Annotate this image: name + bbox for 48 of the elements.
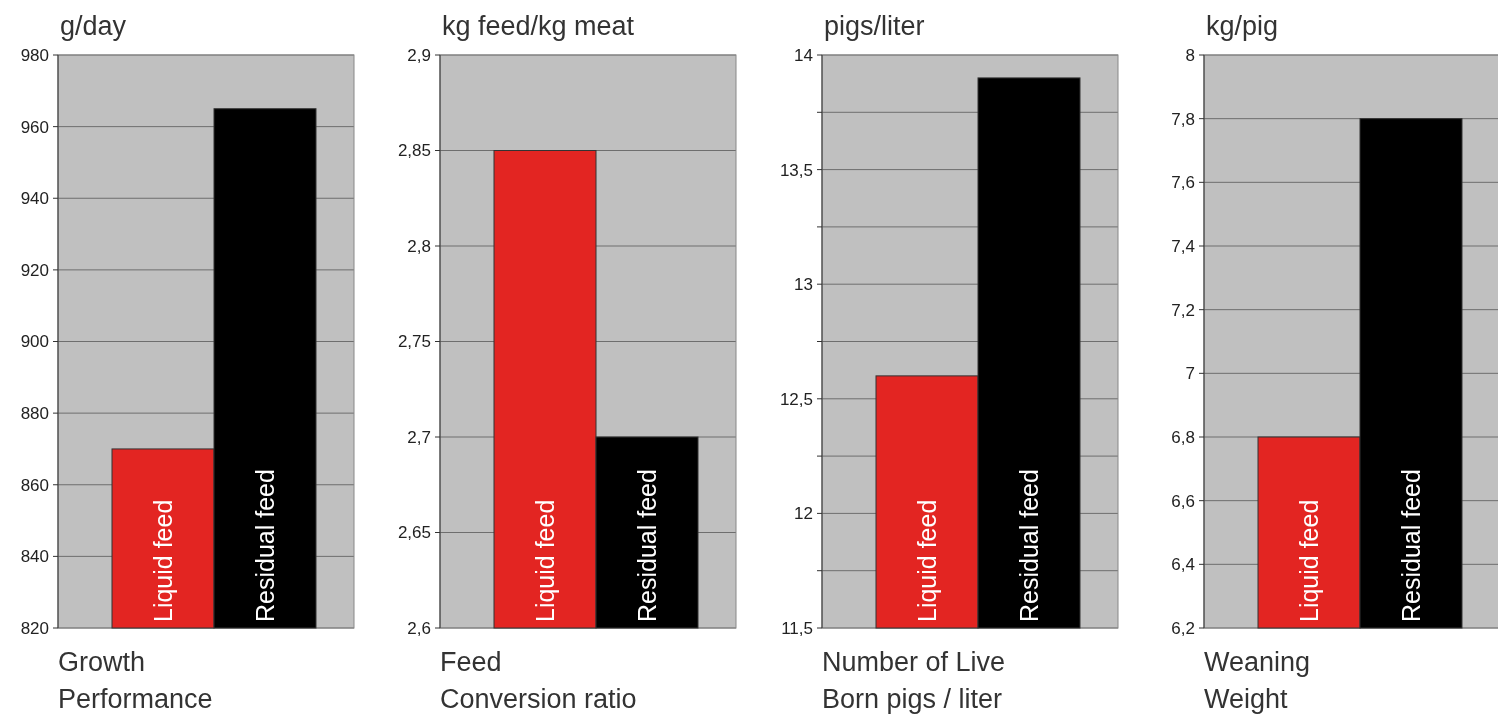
x-axis-title: Feed Conversion ratio (440, 647, 637, 714)
y-axis-title: kg feed/kg meat (442, 11, 635, 41)
y-tick-label: 13,5 (779, 160, 813, 180)
y-tick-label: 2,8 (407, 236, 431, 256)
y-tick-label: 980 (20, 45, 49, 65)
y-tick-label: 820 (20, 618, 49, 638)
x-tick-label: Residual feed (1397, 469, 1425, 622)
x-axis-title: Growth Performance (58, 647, 213, 714)
y-tick-label: 860 (20, 475, 49, 495)
y-tick-label: 8 (1185, 45, 1195, 65)
x-tick-label: Liquid feed (531, 499, 559, 622)
x-tick-label: Residual feed (633, 469, 661, 622)
y-axis-title: kg/pig (1206, 11, 1279, 41)
x-axis-title: Number of Live Born pigs / liter (822, 647, 1006, 714)
y-tick-label: 880 (20, 404, 49, 424)
y-tick-label: 7 (1185, 364, 1195, 384)
y-tick-label: 840 (20, 547, 49, 567)
y-tick-label: 7,8 (1171, 109, 1195, 129)
y-tick-label: 960 (20, 117, 49, 137)
x-tick-label: Liquid feed (1295, 499, 1323, 622)
y-tick-label: 11,5 (781, 618, 813, 638)
y-tick-label: 14 (794, 45, 813, 65)
y-tick-label: 2,6 (407, 618, 431, 638)
x-axis-title: Weaning Weight (1204, 647, 1311, 714)
x-tick-label: Residual feed (1015, 469, 1043, 622)
y-tick-label: 6,6 (1171, 491, 1195, 511)
y-tick-label: 12,5 (779, 389, 813, 409)
y-tick-label: 2,65 (397, 523, 431, 543)
y-tick-label: 940 (20, 189, 49, 209)
x-tick-label: Liquid feed (149, 499, 177, 622)
y-tick-label: 2,85 (397, 141, 431, 161)
y-tick-label: 6,8 (1171, 427, 1195, 447)
y-tick-label: 2,7 (407, 427, 431, 447)
y-tick-label: 900 (20, 332, 49, 352)
y-axis-title: g/day (60, 11, 127, 41)
y-axis-title: pigs/liter (824, 11, 925, 41)
y-tick-label: 13 (794, 275, 813, 295)
x-tick-label: Residual feed (251, 469, 279, 622)
x-tick-label: Liquid feed (913, 499, 941, 622)
y-tick-label: 2,9 (407, 45, 431, 65)
y-tick-label: 7,4 (1171, 236, 1195, 256)
y-tick-label: 6,4 (1171, 555, 1195, 575)
y-tick-label: 7,6 (1171, 173, 1195, 193)
y-tick-label: 12 (794, 504, 813, 524)
y-tick-label: 7,2 (1171, 300, 1195, 320)
y-tick-label: 2,75 (397, 332, 431, 352)
y-tick-label: 6,2 (1171, 618, 1195, 638)
y-tick-label: 920 (20, 260, 49, 280)
